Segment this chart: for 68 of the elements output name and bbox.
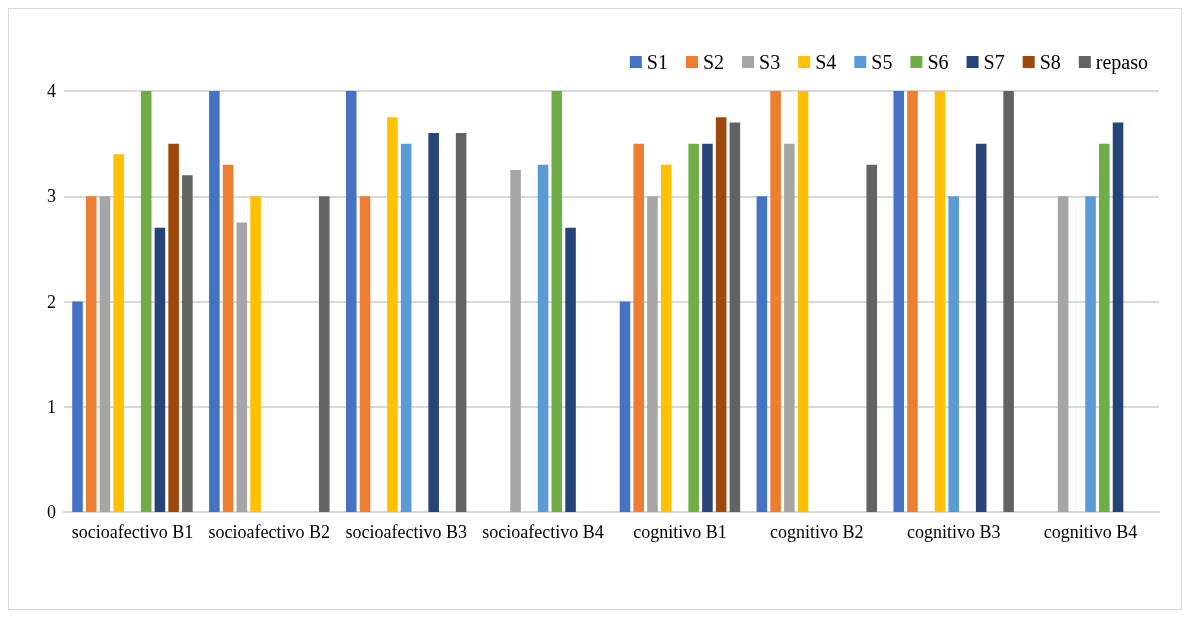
bar <box>455 133 467 512</box>
x-tick-label: cognitivo B3 <box>906 522 1001 542</box>
bar <box>250 196 261 512</box>
bar <box>85 196 97 512</box>
bar <box>688 143 699 512</box>
bar <box>72 301 83 512</box>
legend-label: S5 <box>871 51 893 73</box>
bar <box>907 91 918 512</box>
bar <box>387 117 398 512</box>
bar <box>537 164 549 512</box>
bar <box>400 143 412 512</box>
bar <box>510 169 521 512</box>
bar <box>866 164 878 512</box>
legend-label: S7 <box>983 51 1005 73</box>
bar <box>236 222 248 512</box>
bar <box>99 196 111 512</box>
bar <box>1003 91 1014 512</box>
y-tick-label: 4 <box>47 81 56 101</box>
bar <box>784 143 795 512</box>
bar <box>1085 196 1096 512</box>
bar <box>551 91 563 512</box>
bar <box>619 301 631 512</box>
bar <box>975 143 987 512</box>
bar <box>1099 143 1110 512</box>
x-tick-label: cognitivo B2 <box>770 522 864 542</box>
bar <box>428 133 439 512</box>
bar <box>647 196 658 512</box>
legend-label: repaso <box>1095 51 1149 74</box>
x-tick-label: cognitivo B4 <box>1043 522 1138 542</box>
bar <box>715 117 727 512</box>
bar <box>318 196 330 512</box>
bar <box>113 154 124 512</box>
bar <box>359 196 371 512</box>
bar <box>756 196 768 512</box>
bar <box>222 164 234 512</box>
bar <box>633 143 645 512</box>
legend-label: S6 <box>927 51 949 73</box>
bar <box>154 227 166 512</box>
bar <box>182 175 193 512</box>
bar <box>660 164 672 512</box>
bar <box>1112 122 1124 512</box>
bar <box>702 143 713 512</box>
legend-label: S2 <box>702 51 725 73</box>
bar <box>893 91 905 512</box>
bar <box>934 91 946 512</box>
y-tick-label: 3 <box>47 186 56 207</box>
legend-label: S3 <box>759 51 781 73</box>
legend-label: S8 <box>1039 51 1061 73</box>
bar <box>1057 196 1069 512</box>
bar <box>168 143 179 512</box>
y-tick-label: 0 <box>47 502 56 522</box>
bar <box>209 91 220 512</box>
y-tick-label: 1 <box>47 396 56 417</box>
legend-label: S4 <box>815 51 837 73</box>
bar <box>797 91 809 512</box>
x-tick-label: cognitivo B1 <box>633 522 727 542</box>
bar <box>948 196 959 512</box>
y-tick-label: 2 <box>47 291 56 312</box>
x-tick-label: socioafectivo B1 <box>71 522 194 542</box>
legend-label: S1 <box>646 51 668 73</box>
x-tick-label: socioafectivo B2 <box>208 522 331 542</box>
bar <box>565 227 576 512</box>
x-tick-label: socioafectivo B4 <box>482 522 604 542</box>
bar <box>140 91 152 512</box>
x-tick-label: socioafectivo B3 <box>345 522 467 542</box>
bar <box>345 91 357 512</box>
bar <box>770 91 781 512</box>
bar <box>729 122 741 512</box>
